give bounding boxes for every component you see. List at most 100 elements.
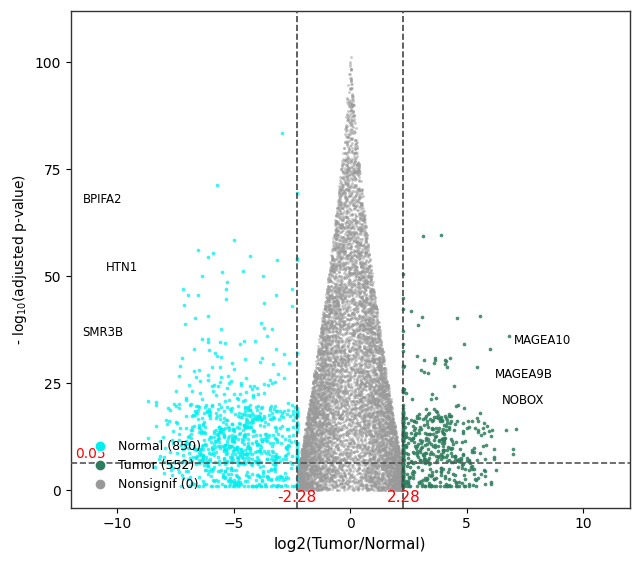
Point: [368, 454, 378, 463]
Point: [349, 227, 359, 236]
Point: [324, 305, 335, 314]
Point: [389, 430, 399, 439]
Point: [369, 373, 379, 382]
Point: [325, 432, 335, 441]
Point: [334, 210, 344, 219]
Point: [437, 435, 447, 444]
Point: [353, 277, 363, 286]
Point: [370, 452, 381, 461]
Point: [378, 435, 388, 444]
Point: [361, 298, 371, 307]
Point: [294, 486, 304, 495]
Point: [398, 480, 408, 489]
Point: [346, 399, 356, 408]
Point: [363, 449, 374, 458]
Point: [245, 252, 255, 261]
Point: [301, 434, 312, 443]
Point: [297, 452, 308, 461]
Point: [362, 402, 372, 411]
Point: [325, 392, 335, 401]
Point: [346, 481, 356, 490]
Point: [300, 441, 310, 450]
Point: [213, 428, 224, 437]
Point: [317, 316, 328, 325]
Point: [281, 443, 291, 452]
Point: [437, 447, 447, 456]
Point: [360, 256, 370, 265]
Point: [378, 461, 388, 470]
Point: [313, 463, 324, 472]
Point: [313, 442, 324, 451]
Point: [326, 460, 336, 469]
Point: [302, 427, 312, 436]
Point: [474, 449, 485, 458]
Point: [323, 403, 333, 412]
Point: [360, 290, 370, 299]
Point: [333, 195, 343, 204]
Point: [321, 324, 331, 333]
Point: [328, 265, 338, 274]
Point: [365, 304, 376, 313]
Point: [378, 405, 388, 414]
Point: [213, 467, 223, 476]
Point: [367, 350, 378, 359]
Point: [324, 401, 334, 410]
Point: [337, 243, 347, 252]
Point: [292, 480, 303, 489]
Point: [339, 372, 349, 381]
Point: [290, 403, 300, 412]
Point: [312, 411, 322, 420]
Point: [373, 378, 383, 387]
Point: [331, 324, 341, 333]
Point: [344, 221, 354, 230]
Point: [327, 379, 337, 388]
Point: [322, 288, 333, 297]
Point: [387, 463, 397, 472]
Point: [357, 401, 367, 410]
Point: [339, 435, 349, 444]
Point: [354, 443, 364, 452]
Point: [312, 413, 322, 422]
Point: [293, 474, 303, 483]
Point: [373, 333, 383, 342]
Point: [322, 337, 333, 346]
Point: [412, 481, 422, 490]
Point: [378, 358, 388, 367]
Point: [335, 252, 345, 261]
Point: [349, 166, 359, 175]
Point: [429, 404, 440, 413]
Point: [363, 403, 374, 412]
Point: [386, 459, 396, 468]
Point: [314, 444, 324, 453]
Point: [317, 410, 328, 419]
Point: [295, 463, 305, 472]
Point: [227, 419, 237, 428]
Point: [333, 309, 343, 318]
Point: [370, 370, 380, 379]
Point: [346, 124, 356, 133]
Point: [435, 477, 445, 486]
Point: [356, 307, 367, 316]
Point: [296, 463, 306, 472]
Point: [408, 417, 419, 426]
Point: [381, 418, 392, 427]
Point: [398, 455, 408, 464]
Point: [360, 382, 370, 391]
Point: [224, 482, 234, 491]
Point: [311, 373, 321, 382]
Point: [347, 173, 357, 182]
Point: [367, 287, 378, 296]
Point: [388, 477, 398, 486]
Point: [319, 347, 329, 356]
Point: [326, 324, 337, 333]
Point: [378, 430, 388, 439]
Point: [190, 406, 201, 415]
Point: [329, 245, 340, 254]
Point: [353, 321, 363, 330]
Point: [292, 478, 303, 487]
Point: [235, 480, 246, 489]
Point: [342, 254, 353, 263]
Point: [429, 354, 440, 363]
Point: [311, 462, 321, 471]
Point: [369, 363, 379, 372]
